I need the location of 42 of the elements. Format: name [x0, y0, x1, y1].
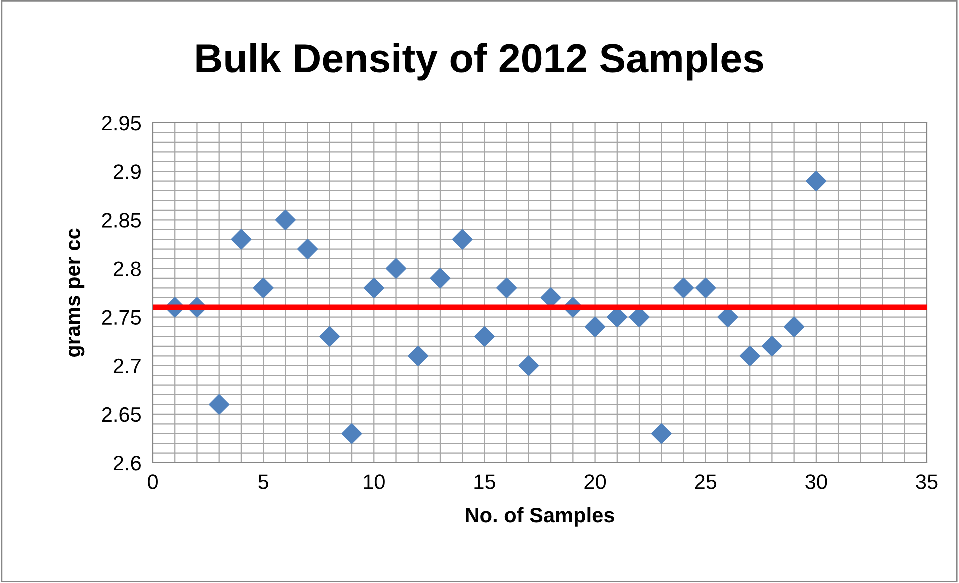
point	[298, 239, 318, 260]
y-tick-label: 2.6	[114, 456, 141, 471]
point	[430, 268, 451, 289]
point	[518, 356, 540, 376]
x-tick-label: 30	[806, 474, 828, 490]
y-tick-label: 2.75	[102, 310, 142, 326]
point	[320, 326, 340, 347]
chart-title: Bulk Density of 2012 Samples	[196, 43, 764, 81]
point	[740, 346, 760, 366]
point	[253, 278, 274, 298]
x-tick-label: 15	[474, 474, 496, 490]
point	[275, 210, 296, 230]
point	[696, 278, 716, 298]
y-tick-label: 2.85	[102, 213, 142, 228]
x-tick-label: 0	[148, 474, 158, 490]
y-tick-label: 2.8	[114, 262, 141, 276]
point	[762, 336, 782, 357]
point	[231, 229, 252, 250]
x-tick-label: 20	[584, 474, 606, 490]
y-tick-label: 2.95	[102, 116, 142, 131]
y-tick-label: 2.65	[102, 407, 142, 422]
y-axis-title: grams per cc	[69, 228, 85, 357]
point	[585, 316, 606, 338]
point	[342, 424, 362, 444]
point	[364, 278, 384, 298]
point	[386, 258, 407, 279]
x-tick-label: 5	[258, 474, 268, 490]
point	[784, 316, 805, 338]
y-tick-label: 2.7	[114, 358, 141, 374]
point	[496, 278, 518, 298]
point	[673, 278, 694, 298]
point	[651, 424, 672, 444]
x-tick-label: 25	[695, 474, 717, 490]
point	[806, 171, 827, 192]
x-tick-label: 10	[364, 474, 385, 490]
point	[209, 394, 230, 415]
x-axis-title: No. of Samples	[466, 507, 614, 527]
x-tick-label: 35	[916, 474, 938, 490]
y-tick-label: 2.9	[114, 164, 141, 180]
point	[474, 326, 495, 347]
point	[408, 346, 429, 366]
point	[452, 229, 473, 250]
